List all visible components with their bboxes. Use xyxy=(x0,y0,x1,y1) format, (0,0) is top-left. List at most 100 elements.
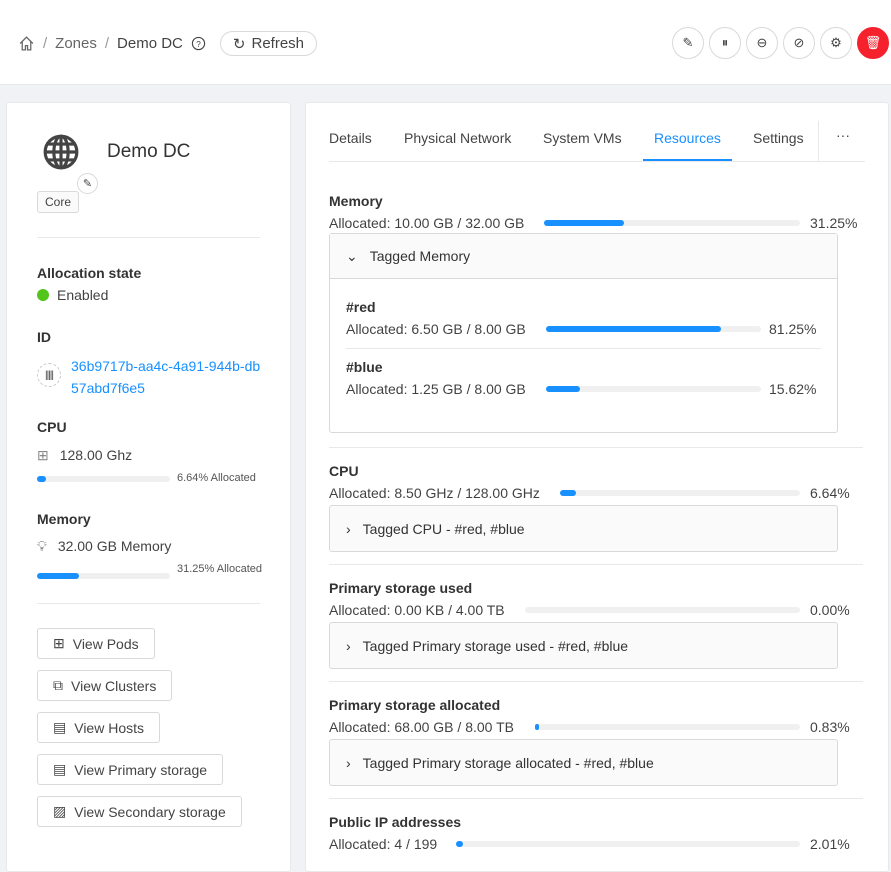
edit-button[interactable]: ✎ xyxy=(672,27,704,59)
resource-primary-storage-allocated: Primary storage allocated Allocated: 68.… xyxy=(329,697,864,786)
refresh-button[interactable]: ↻ Refresh xyxy=(219,31,318,56)
tagged-label: Tagged CPU - #red, #blue xyxy=(362,520,525,537)
pause-button[interactable]: ⏸ xyxy=(709,27,741,59)
resource-pct: 6.64% xyxy=(810,485,850,501)
tag-alloc: Allocated: 6.50 GB / 8.00 GB xyxy=(346,321,526,337)
zone-name: Demo DC xyxy=(107,141,191,162)
delete-icon: 🗑 xyxy=(864,35,882,50)
breadcrumb: / Zones / Demo DC ? ↻ Refresh xyxy=(18,31,318,56)
chevron-right-icon: › xyxy=(346,754,351,771)
edit-icon: ✎ xyxy=(682,35,694,50)
button-label: View Primary storage xyxy=(74,761,208,778)
barcode-icon[interactable]: ||||| xyxy=(37,363,61,387)
progress-fill xyxy=(37,573,79,579)
breadcrumb-separator: / xyxy=(43,35,48,52)
tag-name: #red xyxy=(346,299,376,315)
hide-button[interactable]: ⊘ xyxy=(783,27,815,59)
divider xyxy=(37,237,260,238)
globe-icon xyxy=(43,134,79,170)
tabs-more-button[interactable]: ··· xyxy=(836,127,850,143)
tag-badge: Core xyxy=(37,191,80,213)
resource-primary-storage-used: Primary storage used Allocated: 0.00 KB … xyxy=(329,580,864,669)
breadcrumb-current: Demo DC xyxy=(117,35,183,52)
tab-details[interactable]: Details xyxy=(329,130,372,146)
tab-settings[interactable]: Settings xyxy=(753,130,804,146)
resource-pct: 2.01% xyxy=(810,836,850,852)
tagged-primary-allocated-header[interactable]: › Tagged Primary storage allocated - #red… xyxy=(330,740,837,785)
resource-title: Public IP addresses xyxy=(329,814,462,830)
svg-text:?: ? xyxy=(196,39,201,49)
resource-pct: 0.83% xyxy=(810,719,850,735)
eye-invisible-icon: ⊘ xyxy=(793,35,805,50)
view-secondary-storage-button[interactable]: ▨ View Secondary storage xyxy=(37,796,242,827)
resource-progress xyxy=(544,220,800,226)
button-label: View Hosts xyxy=(74,719,145,736)
divider xyxy=(37,603,260,604)
delete-button[interactable]: 🗑 xyxy=(857,27,889,59)
refresh-label: Refresh xyxy=(251,35,305,52)
view-clusters-button[interactable]: ⧉ View Clusters xyxy=(37,670,173,701)
settings-button[interactable]: ⚙ xyxy=(820,27,852,59)
edit-tags-button[interactable]: ✎ xyxy=(77,173,98,194)
tagged-memory-header[interactable]: ⌄ Tagged Memory xyxy=(330,234,837,279)
allocation-value: Enabled xyxy=(57,287,109,303)
resource-title: Memory xyxy=(329,193,383,209)
pause-icon: ⏸ xyxy=(721,35,729,50)
resource-memory: Memory Allocated: 10.00 GB / 32.00 GB 31.… xyxy=(329,193,864,433)
tab-system-vms[interactable]: System VMs xyxy=(543,130,622,146)
tag-pct: 15.62% xyxy=(769,381,817,397)
resources-card: Details Physical Network System VMs Reso… xyxy=(305,102,889,872)
tagged-cpu-header[interactable]: › Tagged CPU - #red, #blue xyxy=(330,506,837,551)
tag-alloc: Allocated: 1.25 GB / 8.00 GB xyxy=(346,381,526,397)
page-header: / Zones / Demo DC ? ↻ Refresh ✎ ⏸ ⊖ ⊘ ⚙ 🗑 xyxy=(0,0,891,85)
progress-fill xyxy=(456,841,463,847)
host-icon: ▤ xyxy=(53,719,67,735)
help-icon[interactable]: ? xyxy=(191,36,206,51)
progress-fill xyxy=(546,386,580,392)
breadcrumb-zones[interactable]: Zones xyxy=(55,35,97,52)
tag-progress xyxy=(546,326,761,332)
view-pods-button[interactable]: ⊞ View Pods xyxy=(37,628,155,659)
chevron-down-icon: ⌄ xyxy=(346,247,358,264)
button-label: View Pods xyxy=(72,635,139,652)
cpu-label: CPU xyxy=(37,419,67,435)
storage-icon: ▤ xyxy=(53,761,67,777)
memory-alloc-text: 31.25% Allocated xyxy=(177,563,263,575)
tagged-memory-panel: ⌄ Tagged Memory #red Allocated: 6.50 GB /… xyxy=(329,233,838,433)
gear-icon: ⚙ xyxy=(830,35,842,50)
pods-icon: ⊞ xyxy=(53,635,65,651)
view-hosts-button[interactable]: ▤ View Hosts xyxy=(37,712,161,743)
breadcrumb-separator: / xyxy=(104,35,110,52)
tagged-label: Tagged Primary storage used - #red, #blu… xyxy=(362,637,629,654)
id-label: ID xyxy=(37,329,51,345)
tab-bar: Details Physical Network System VMs Reso… xyxy=(329,103,865,162)
zone-id-line[interactable]: 57abd7f6e5 xyxy=(71,380,145,396)
view-primary-storage-button[interactable]: ▤ View Primary storage xyxy=(37,754,224,785)
progress-fill xyxy=(535,724,539,730)
chevron-right-icon: › xyxy=(346,637,351,654)
tab-physical-network[interactable]: Physical Network xyxy=(404,130,512,146)
resource-alloc: Allocated: 8.50 GHz / 128.00 GHz xyxy=(329,485,540,501)
active-tab-indicator xyxy=(643,159,732,161)
memory-label: Memory xyxy=(37,511,91,527)
status-dot xyxy=(37,289,49,301)
tagged-label: Tagged Memory xyxy=(369,248,471,264)
memory-value: 32.00 GB Memory xyxy=(57,538,172,554)
tab-resources[interactable]: Resources xyxy=(654,130,721,146)
progress-fill xyxy=(544,220,624,226)
tagged-primary-used-header[interactable]: › Tagged Primary storage used - #red, #bl… xyxy=(330,623,837,668)
cpu-value: 128.00 Ghz xyxy=(59,447,133,463)
resource-pct: 31.25% xyxy=(810,215,858,231)
resource-pct: 0.00% xyxy=(810,602,850,618)
zone-info-card: Demo DC ✎ Core Allocation state Enabled … xyxy=(6,102,291,872)
memory-progress xyxy=(37,573,170,579)
button-label: View Secondary storage xyxy=(74,803,226,820)
resource-progress xyxy=(456,841,800,847)
bulb-icon: 💡︎ xyxy=(37,538,47,554)
tag-pct: 81.25% xyxy=(769,321,817,337)
disable-button[interactable]: ⊖ xyxy=(746,27,778,59)
zone-id-line[interactable]: 36b9717b-aa4c-4a91-944b-db xyxy=(71,358,261,374)
minus-circle-icon: ⊖ xyxy=(756,35,768,50)
home-icon[interactable] xyxy=(18,35,35,52)
resource-public-ip: Public IP addresses Allocated: 4 / 199 2.… xyxy=(329,814,864,852)
